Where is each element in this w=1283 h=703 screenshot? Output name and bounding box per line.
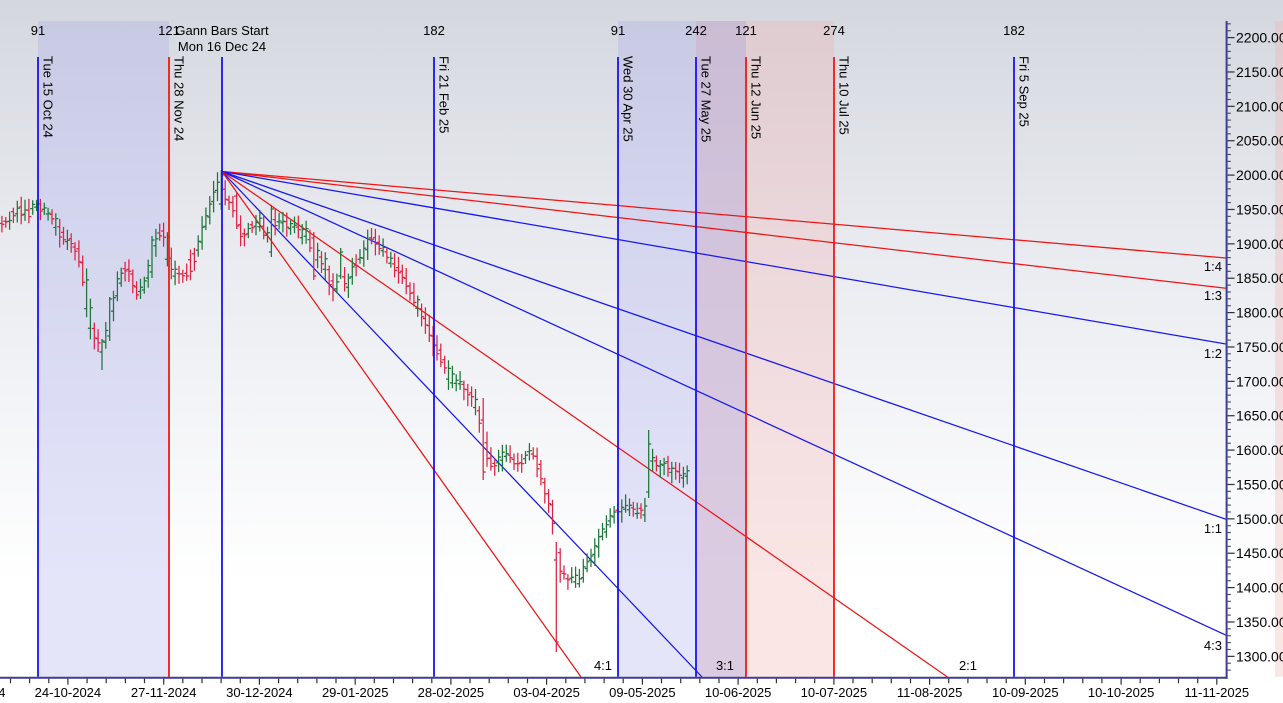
- svg-text:1800.00: 1800.00: [1236, 305, 1283, 321]
- svg-text:1400.00: 1400.00: [1236, 580, 1283, 596]
- svg-text:2200.00: 2200.00: [1236, 30, 1283, 46]
- svg-text:Fri 5 Sep 25: Fri 5 Sep 25: [1017, 56, 1032, 127]
- svg-text:1850.00: 1850.00: [1236, 270, 1283, 286]
- svg-text:11-08-2025: 11-08-2025: [897, 685, 963, 700]
- svg-text:242: 242: [685, 23, 707, 38]
- svg-text:1550.00: 1550.00: [1236, 476, 1283, 492]
- svg-text:24-10-2024: 24-10-2024: [35, 685, 102, 700]
- svg-text:28-02-2025: 28-02-2025: [418, 685, 485, 700]
- svg-text:2:1: 2:1: [959, 658, 977, 673]
- svg-text:182: 182: [423, 23, 445, 38]
- svg-text:Wed 30 Apr 25: Wed 30 Apr 25: [621, 56, 636, 142]
- svg-text:274: 274: [823, 23, 845, 38]
- svg-text:Thu 10 Jul 25: Thu 10 Jul 25: [837, 56, 852, 135]
- svg-text:27-11-2024: 27-11-2024: [131, 685, 197, 700]
- svg-text:Tue 27 May 25: Tue 27 May 25: [699, 56, 714, 142]
- svg-text:1:1: 1:1: [1204, 521, 1222, 536]
- svg-text:4:1: 4:1: [594, 658, 612, 673]
- svg-text:10-07-2025: 10-07-2025: [801, 685, 868, 700]
- svg-text:1:4: 1:4: [1204, 259, 1222, 274]
- svg-text:1:2: 1:2: [1204, 346, 1222, 361]
- svg-text:10-10-2025: 10-10-2025: [1088, 685, 1155, 700]
- svg-text:1:3: 1:3: [1204, 288, 1222, 303]
- svg-text:1950.00: 1950.00: [1236, 201, 1283, 217]
- svg-text:1600.00: 1600.00: [1236, 442, 1283, 458]
- svg-text:10-06-2025: 10-06-2025: [705, 685, 772, 700]
- svg-text:121: 121: [735, 23, 757, 38]
- svg-text:1500.00: 1500.00: [1236, 511, 1283, 527]
- svg-text:91: 91: [31, 23, 45, 38]
- svg-text:1300.00: 1300.00: [1236, 648, 1283, 664]
- svg-text:03-04-2025: 03-04-2025: [513, 685, 580, 700]
- svg-text:4:3: 4:3: [1204, 638, 1222, 653]
- svg-text:11-11-2025: 11-11-2025: [1185, 685, 1250, 700]
- svg-text:1650.00: 1650.00: [1236, 408, 1283, 424]
- svg-text:09-05-2025: 09-05-2025: [609, 685, 676, 700]
- svg-text:Mon 16 Dec 24: Mon 16 Dec 24: [178, 39, 266, 54]
- svg-text:Thu 28 Nov 24: Thu 28 Nov 24: [172, 56, 187, 141]
- svg-text:Thu 12 Jun 25: Thu 12 Jun 25: [749, 56, 764, 139]
- svg-text:1750.00: 1750.00: [1236, 339, 1283, 355]
- svg-text:1350.00: 1350.00: [1236, 614, 1283, 630]
- svg-text:1900.00: 1900.00: [1236, 236, 1283, 252]
- svg-text:10-09-2025: 10-09-2025: [992, 685, 1059, 700]
- svg-text:2150.00: 2150.00: [1236, 64, 1283, 80]
- svg-text:29-01-2025: 29-01-2025: [322, 685, 389, 700]
- svg-text:Tue 15 Oct 24: Tue 15 Oct 24: [41, 56, 56, 138]
- svg-text:1450.00: 1450.00: [1236, 545, 1283, 561]
- svg-text:Fri 21 Feb 25: Fri 21 Feb 25: [437, 56, 452, 133]
- svg-text:3:1: 3:1: [716, 658, 734, 673]
- svg-text:2050.00: 2050.00: [1236, 133, 1283, 149]
- svg-text:182: 182: [1003, 23, 1025, 38]
- svg-text:2000.00: 2000.00: [1236, 167, 1283, 183]
- svg-text:2100.00: 2100.00: [1236, 98, 1283, 114]
- svg-text:30-12-2024: 30-12-2024: [226, 685, 293, 700]
- svg-text:1700.00: 1700.00: [1236, 373, 1283, 389]
- svg-text:91: 91: [611, 23, 625, 38]
- svg-text:24-09-2024: 24-09-2024: [0, 685, 5, 700]
- svg-text:121: 121: [158, 23, 180, 38]
- svg-text:Gann Bars Start: Gann Bars Start: [175, 23, 269, 38]
